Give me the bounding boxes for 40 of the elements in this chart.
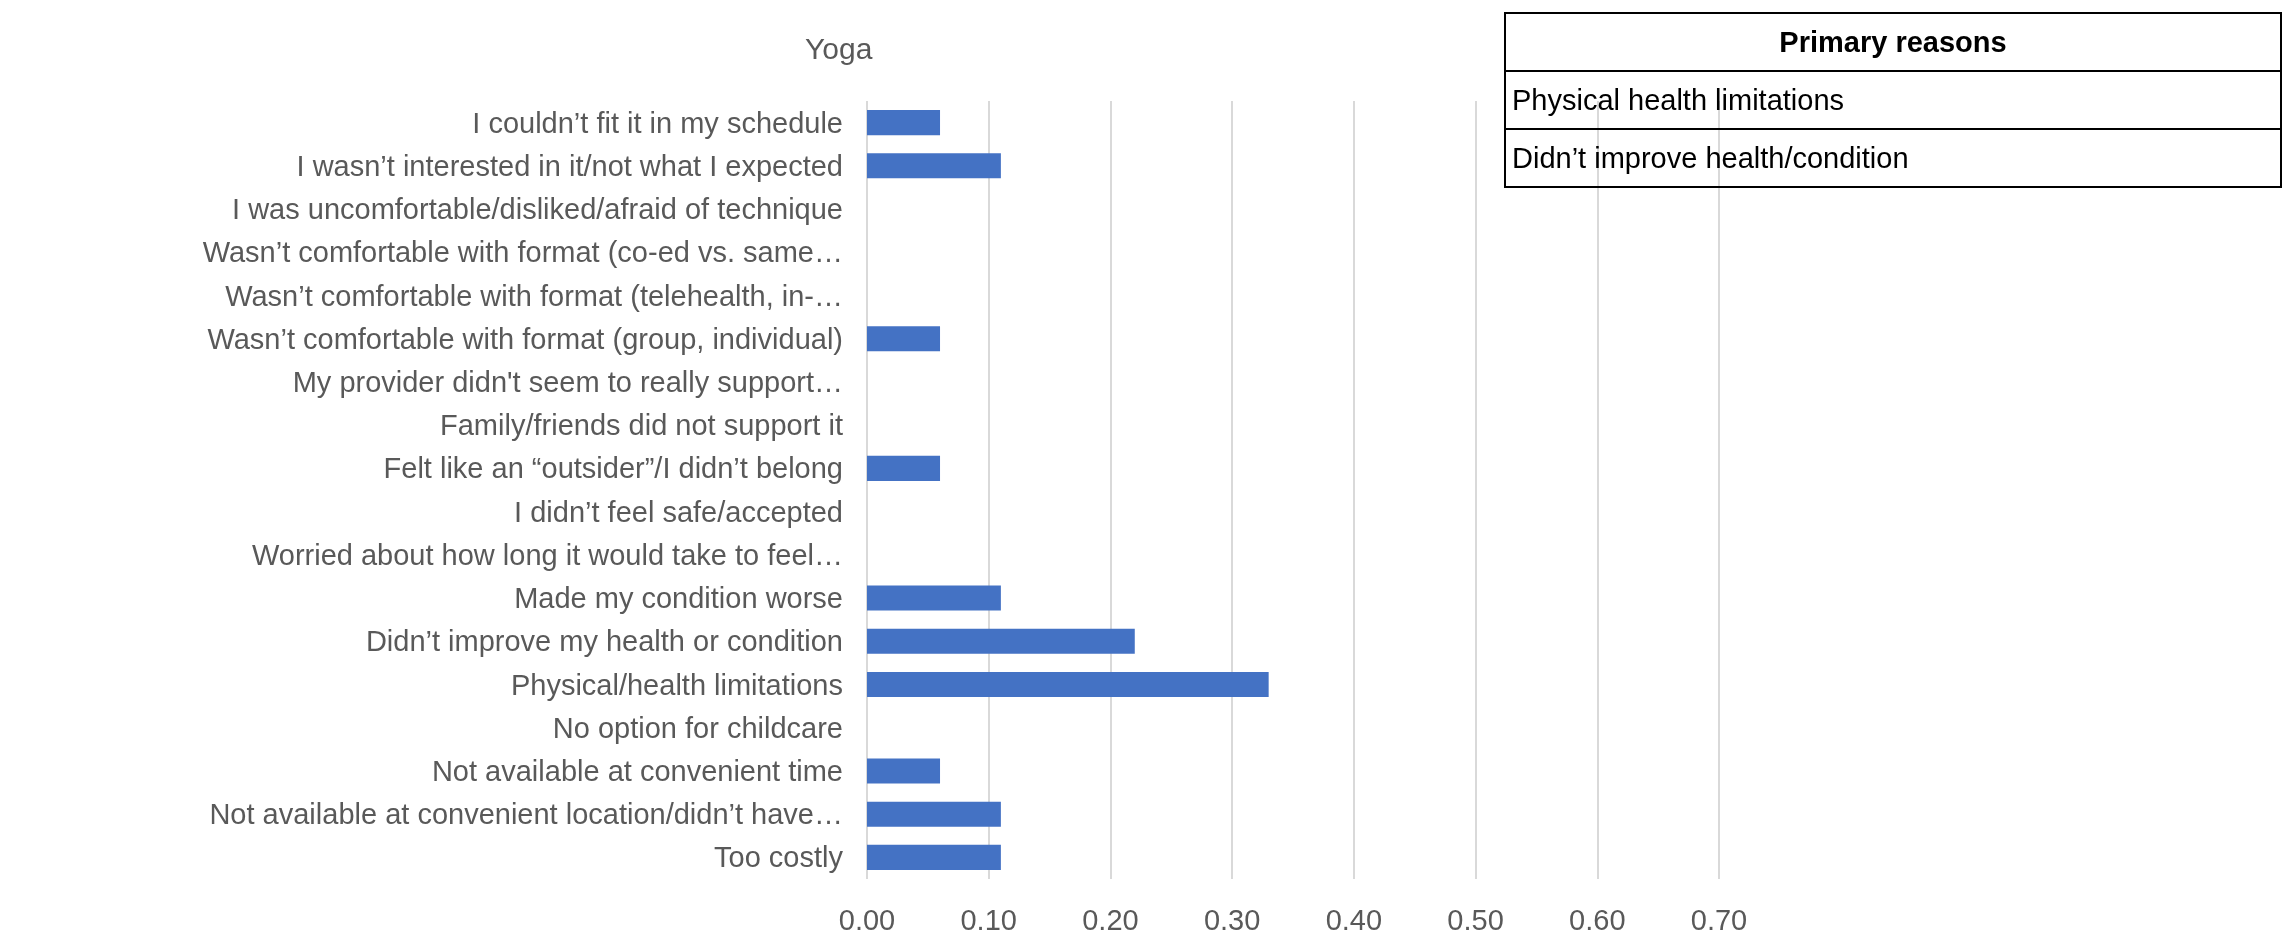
x-tick-label: 0.30 <box>1203 903 1261 936</box>
y-tick-label: I couldn’t fit it in my schedule <box>472 106 843 139</box>
text: Primary reasons <box>1505 13 2281 71</box>
y-tick-label: Felt like an “outsider”/I didn’t belong <box>383 452 843 485</box>
y-tick-label: Made my condition worse <box>514 582 843 615</box>
y-tick-label: No option for childcare <box>552 711 843 744</box>
chart-title: Yoga <box>805 31 873 65</box>
bar <box>867 844 1001 870</box>
bar <box>867 671 1269 698</box>
bar <box>867 110 941 136</box>
bar <box>867 758 941 784</box>
bar <box>867 455 941 481</box>
x-tick-label: 0.20 <box>1082 903 1139 936</box>
y-tick-label: Physical/health limitations <box>510 668 843 701</box>
y-tick-label: Not available at convenient time <box>431 754 843 787</box>
x-tick-label: 0.70 <box>1690 903 1748 936</box>
y-tick-label: I didn’t feel safe/accepted <box>514 495 843 528</box>
bar <box>867 628 1135 654</box>
x-tick-label: 0.00 <box>838 903 896 936</box>
bar <box>867 585 1001 611</box>
y-tick-label: I was uncomfortable/disliked/afraid of technique <box>232 193 843 226</box>
y-tick-label: Didn’t improve my health or condition <box>365 625 843 658</box>
y-tick-label: Family/friends did not support it <box>440 409 843 442</box>
x-tick-label: 0.10 <box>960 903 1017 936</box>
bar <box>867 153 1001 179</box>
y-tick-label: I wasn’t interested in it/not what I expected <box>296 149 843 182</box>
x-tick-label: 0.50 <box>1447 903 1504 936</box>
bar <box>867 326 941 352</box>
x-tick-label: 0.60 <box>1569 903 1626 936</box>
y-tick-label: My provider didn't seem to really support… <box>292 365 843 398</box>
bar <box>867 801 1001 827</box>
y-tick-label: Wasn’t comfortable with format (group, individual) <box>207 322 843 355</box>
y-tick-label: Wasn’t comfortable with format (co-ed vs. same… <box>202 236 843 269</box>
annotation: Didn’t improve health/condition <box>1505 129 2281 187</box>
y-tick-label: Wasn’t comfortable with format (telehealth, in-… <box>225 279 843 312</box>
y-tick-label: Not available at convenient location/didn’t have… <box>209 798 843 831</box>
annotation: Physical health limitations <box>1505 71 2281 129</box>
x-tick-label: 0.40 <box>1325 903 1383 936</box>
y-tick-label: Too costly <box>714 841 844 874</box>
y-tick-label: Worried about how long it would take to feel… <box>251 538 843 571</box>
